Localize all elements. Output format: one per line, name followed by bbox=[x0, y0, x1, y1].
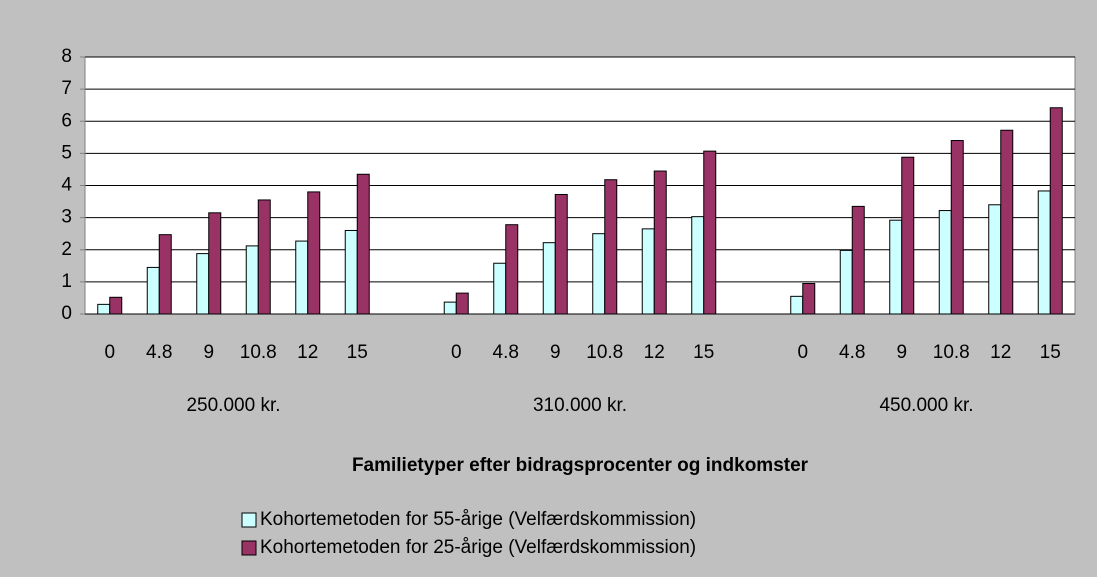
x-tick-label: 15 bbox=[347, 342, 368, 363]
bar bbox=[653, 170, 667, 315]
group-label: 450.000 kr. bbox=[879, 395, 973, 416]
x-tick-label: 15 bbox=[1040, 342, 1061, 363]
bar bbox=[245, 245, 259, 315]
bar bbox=[790, 295, 804, 315]
legend-label: Kohortemetoden for 25-årige (Velfærdskom… bbox=[260, 537, 696, 558]
bar bbox=[1037, 190, 1051, 315]
x-tick-label: 9 bbox=[896, 342, 907, 363]
bar bbox=[604, 179, 618, 315]
legend-label: Kohortemetoden for 55-årige (Velfærdskom… bbox=[260, 509, 696, 530]
bar bbox=[146, 266, 160, 315]
bar bbox=[97, 303, 111, 315]
bar bbox=[851, 205, 865, 315]
bar bbox=[455, 292, 469, 315]
x-tick-label: 10.8 bbox=[933, 342, 970, 363]
bar bbox=[901, 156, 915, 315]
x-tick-label: 4.8 bbox=[146, 342, 172, 363]
bar bbox=[889, 219, 903, 315]
y-tick-label: 8 bbox=[61, 46, 72, 67]
bar bbox=[592, 233, 606, 315]
x-tick-label: 0 bbox=[451, 342, 462, 363]
bar bbox=[257, 199, 271, 315]
y-tick-label: 6 bbox=[61, 110, 72, 131]
y-tick-label: 3 bbox=[61, 207, 72, 228]
x-tick-label: 10.8 bbox=[586, 342, 623, 363]
legend-swatch bbox=[241, 540, 257, 556]
x-tick-label: 4.8 bbox=[493, 342, 519, 363]
x-tick-label: 0 bbox=[797, 342, 808, 363]
y-tick-label: 4 bbox=[61, 175, 72, 196]
x-tick-label: 12 bbox=[644, 342, 665, 363]
bar bbox=[703, 150, 717, 315]
x-tick-label: 15 bbox=[693, 342, 714, 363]
bar bbox=[158, 234, 172, 315]
bar bbox=[307, 191, 321, 315]
bar bbox=[505, 224, 519, 315]
bar bbox=[1049, 107, 1063, 315]
bar bbox=[1000, 129, 1014, 315]
bar bbox=[295, 240, 309, 315]
x-tick-label: 12 bbox=[297, 342, 318, 363]
x-tick-label: 9 bbox=[550, 342, 561, 363]
y-tick-label: 5 bbox=[61, 142, 72, 163]
bar bbox=[443, 301, 457, 315]
legend-swatch bbox=[241, 512, 257, 528]
bar bbox=[988, 204, 1002, 315]
bar bbox=[691, 216, 705, 315]
bar bbox=[493, 262, 507, 315]
bar bbox=[109, 296, 123, 315]
bar bbox=[950, 140, 964, 315]
y-tick-label: 2 bbox=[61, 239, 72, 260]
x-tick-label: 9 bbox=[203, 342, 214, 363]
x-tick-label: 12 bbox=[990, 342, 1011, 363]
x-tick-label: 4.8 bbox=[839, 342, 865, 363]
bar bbox=[344, 229, 358, 315]
bar bbox=[554, 193, 568, 315]
bar bbox=[641, 228, 655, 315]
x-tick-label: 0 bbox=[104, 342, 115, 363]
y-tick-label: 1 bbox=[61, 271, 72, 292]
bar bbox=[542, 242, 556, 315]
group-label: 250.000 kr. bbox=[186, 395, 280, 416]
y-tick-label: 7 bbox=[61, 78, 72, 99]
bar bbox=[196, 253, 210, 315]
bar bbox=[208, 212, 222, 315]
bar bbox=[802, 282, 816, 315]
bar bbox=[839, 249, 853, 315]
bar bbox=[356, 173, 370, 315]
y-tick-label: 0 bbox=[61, 303, 72, 324]
group-label: 310.000 kr. bbox=[533, 395, 627, 416]
bar bbox=[938, 210, 952, 315]
x-tick-label: 10.8 bbox=[240, 342, 277, 363]
x-axis-title: Familietyper efter bidragsprocenter og i… bbox=[352, 455, 809, 476]
